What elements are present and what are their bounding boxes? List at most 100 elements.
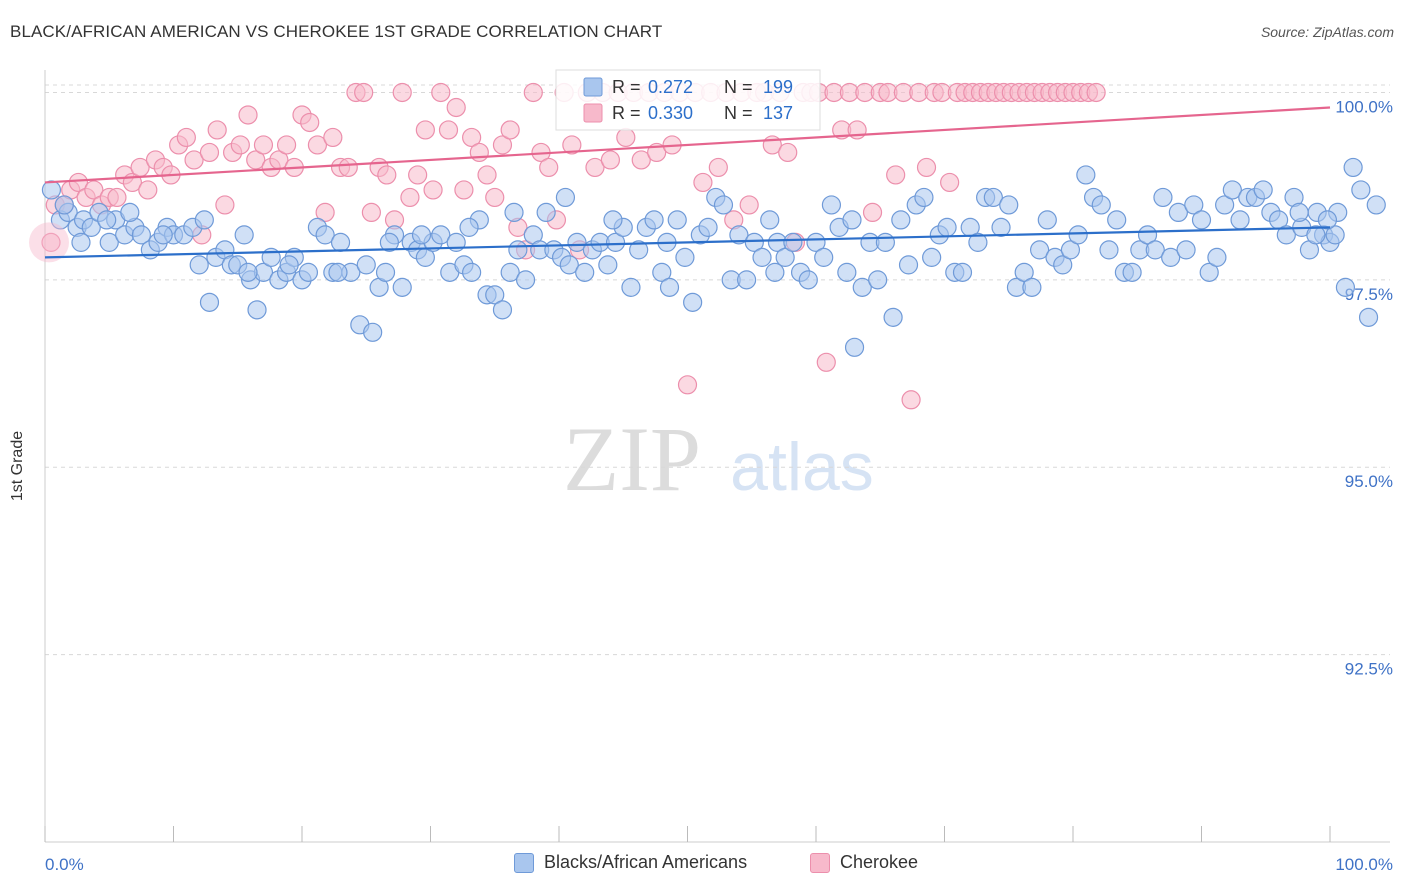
point-blacks xyxy=(575,262,595,282)
point-blacks xyxy=(752,247,772,267)
point-blacks xyxy=(559,255,579,275)
y-tick-label: 92.5% xyxy=(1345,660,1393,679)
point-blacks xyxy=(765,262,785,282)
point-blacks xyxy=(683,292,703,312)
point-blacks xyxy=(485,285,505,305)
point-blacks xyxy=(1091,195,1111,215)
point-blacks xyxy=(1343,157,1363,178)
point-cherokee xyxy=(616,127,636,148)
stats-r-label-blue: R = xyxy=(612,77,641,97)
point-blacks xyxy=(629,240,649,260)
point-cherokee xyxy=(916,157,937,178)
point-cherokee xyxy=(523,82,543,103)
point-blacks xyxy=(555,187,576,208)
point-cherokee xyxy=(238,105,258,125)
point-blacks xyxy=(459,217,479,237)
chart-source: Source: ZipAtlas.com xyxy=(1260,24,1394,40)
stats-r-value-pink: 0.330 xyxy=(648,103,693,123)
point-cherokee xyxy=(184,150,204,170)
point-cherokee xyxy=(539,157,559,178)
point-blacks xyxy=(1358,307,1379,327)
point-blacks xyxy=(883,307,903,327)
point-blacks xyxy=(821,195,842,215)
point-blacks xyxy=(567,232,587,252)
point-cherokee xyxy=(246,150,266,170)
point-blacks xyxy=(1207,247,1227,267)
point-cherokee-large xyxy=(29,222,69,263)
point-cherokee xyxy=(431,82,451,103)
point-blacks xyxy=(298,262,319,282)
x-tick-label-start: 0.0% xyxy=(45,855,84,874)
point-blacks xyxy=(1222,180,1242,200)
point-blacks xyxy=(775,247,795,267)
x-tick-label-end: 100.0% xyxy=(1335,855,1393,874)
point-cherokee xyxy=(1086,82,1106,103)
point-blacks xyxy=(1276,225,1296,245)
point-blacks xyxy=(891,210,911,230)
legend-item-blacks: Blacks/African Americans xyxy=(514,852,747,873)
point-blacks xyxy=(1076,165,1096,185)
point-blacks xyxy=(234,225,254,245)
point-blacks xyxy=(806,232,826,252)
point-blacks xyxy=(54,195,74,215)
watermark-zip: ZIP xyxy=(563,408,701,510)
point-cherokee xyxy=(492,135,513,155)
point-blacks xyxy=(1161,247,1181,267)
trend-line-cherokee xyxy=(44,106,1331,184)
stats-swatch-blue xyxy=(583,77,603,97)
point-cherokee xyxy=(377,165,397,185)
stats-n-value-blue: 199 xyxy=(763,77,793,97)
point-blacks xyxy=(983,187,1003,208)
y-tick-label: 100.0% xyxy=(1335,97,1393,116)
point-blacks xyxy=(1145,240,1165,260)
point-blacks xyxy=(898,255,919,275)
point-cherokee xyxy=(462,127,482,148)
point-blacks xyxy=(500,262,520,282)
point-blacks xyxy=(1351,180,1371,200)
point-cherokee xyxy=(323,127,343,148)
point-cherokee xyxy=(338,157,358,178)
point-blacks xyxy=(798,270,818,290)
point-blacks xyxy=(1191,210,1212,230)
axes: 100.0% 97.5% 95.0% 92.5% 0.0% 100.0% xyxy=(44,70,1393,874)
point-blacks xyxy=(1137,225,1158,245)
point-cherokee xyxy=(68,172,89,193)
point-blacks xyxy=(189,255,209,275)
point-blacks xyxy=(375,262,396,282)
point-blacks xyxy=(504,202,524,223)
point-cherokee xyxy=(778,142,798,163)
point-blacks xyxy=(937,217,957,237)
point-blacks xyxy=(783,232,803,252)
point-blacks xyxy=(1317,210,1338,230)
point-blacks xyxy=(760,210,780,230)
point-blacks xyxy=(837,262,857,282)
point-blacks xyxy=(698,217,718,237)
point-cherokee xyxy=(469,142,489,163)
point-blacks xyxy=(914,187,934,208)
stats-n-label-blue: N = xyxy=(724,77,753,97)
point-cherokee xyxy=(739,195,759,215)
point-blacks xyxy=(247,300,267,320)
data-points xyxy=(29,82,1386,410)
point-blacks xyxy=(675,247,695,267)
point-cherokee xyxy=(392,82,412,103)
point-blacks xyxy=(1289,202,1309,223)
point-blacks xyxy=(315,225,335,245)
point-blacks xyxy=(199,292,220,312)
point-blacks xyxy=(1366,195,1386,215)
point-cherokee xyxy=(199,142,220,163)
legend-item-cherokee: Cherokee xyxy=(810,852,918,873)
y-tick-label: 97.5% xyxy=(1345,285,1393,304)
point-blacks xyxy=(999,195,1019,215)
point-cherokee xyxy=(230,135,250,155)
point-cherokee xyxy=(423,180,443,200)
point-blacks xyxy=(952,262,973,282)
point-blacks xyxy=(238,262,258,282)
point-blacks xyxy=(842,210,862,230)
point-blacks xyxy=(652,262,672,282)
point-blacks xyxy=(1037,210,1057,230)
chart-title: BLACK/AFRICAN AMERICAN VS CHEROKEE 1ST G… xyxy=(10,22,663,41)
point-cherokee xyxy=(138,180,158,200)
point-blacks xyxy=(131,225,151,245)
